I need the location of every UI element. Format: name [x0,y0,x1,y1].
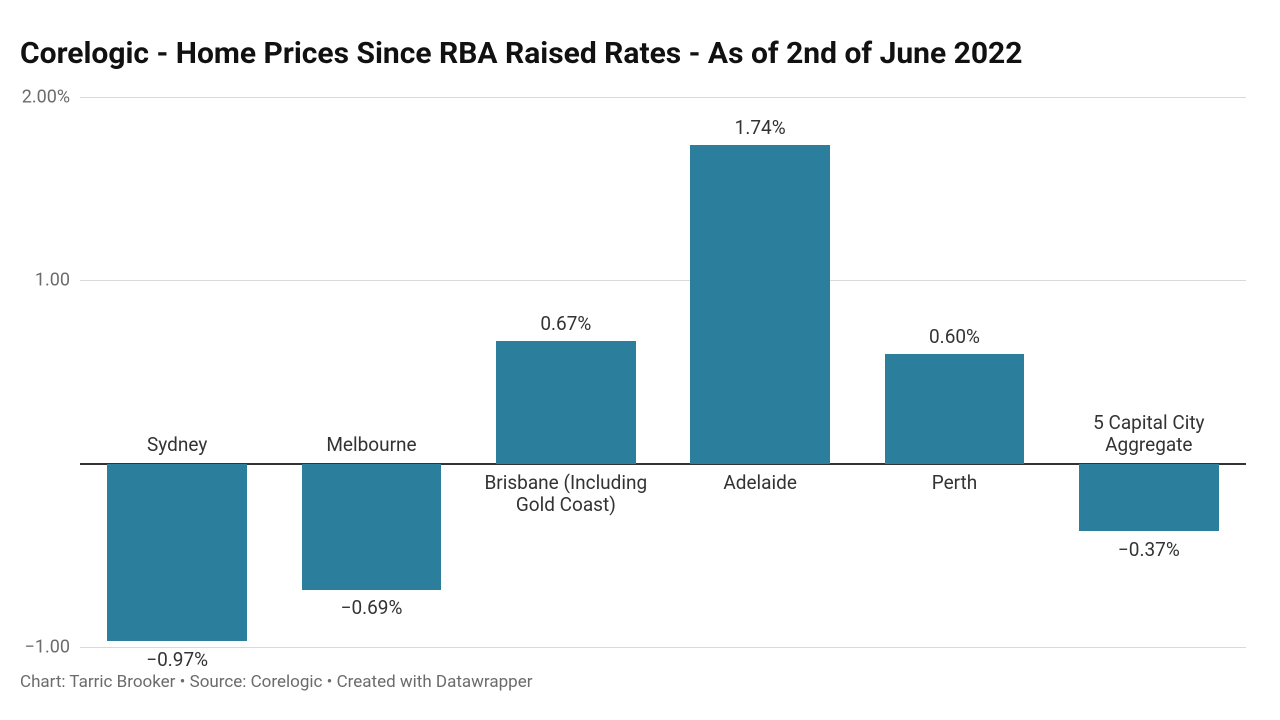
bar [496,341,636,464]
y-axis-tick-label: −1.00 [25,637,70,658]
gridline [80,97,1246,98]
category-label: 5 Capital City Aggregate [1052,412,1246,456]
category-label: Adelaide [663,472,857,494]
plot-area: 2.00%1.00−1.00Sydney−0.97%Melbourne−0.69… [80,97,1246,647]
value-label: −0.69% [274,596,468,619]
chart-footer: Chart: Tarric Brooker • Source: Corelogi… [20,672,532,692]
value-label: 0.60% [857,325,1051,348]
bar [302,464,442,591]
y-axis-tick-label: 1.00 [35,270,70,291]
y-axis-tick-label: 2.00% [22,87,70,108]
value-label: −0.37% [1052,538,1246,561]
category-label: Sydney [80,434,274,456]
bar [1079,464,1219,532]
bar [690,145,830,464]
gridline [80,280,1246,281]
category-label: Brisbane (Including Gold Coast) [469,472,663,516]
value-label: 1.74% [663,116,857,139]
bar [107,464,247,642]
chart-title: Corelogic - Home Prices Since RBA Raised… [20,36,1022,72]
category-label: Melbourne [274,434,468,456]
value-label: −0.97% [80,648,274,671]
value-label: 0.67% [469,312,663,335]
zero-line [80,463,1246,465]
category-label: Perth [857,472,1051,494]
bar [885,354,1025,464]
chart-root: Corelogic - Home Prices Since RBA Raised… [0,0,1280,720]
